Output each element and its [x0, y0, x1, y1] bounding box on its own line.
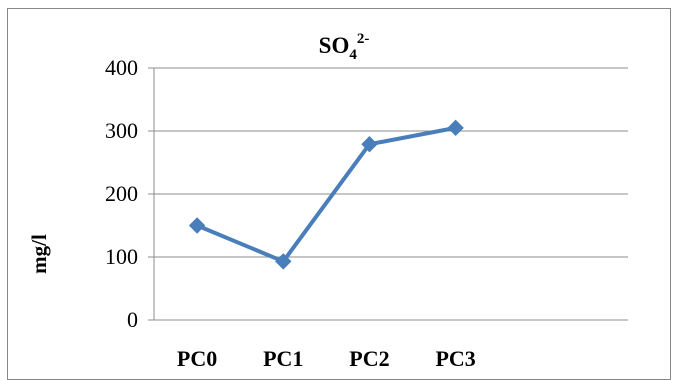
data-point-pc0	[188, 217, 206, 234]
y-tick-label-300: 300	[105, 118, 138, 143]
data-point-pc3	[447, 119, 464, 137]
data-point-pc2	[361, 136, 378, 153]
y-tick-label-400: 400	[105, 55, 138, 80]
x-tick-label-pc3: PC3	[435, 346, 475, 371]
y-axis-label: mg/l	[27, 234, 51, 274]
chart-title-main: SO	[319, 33, 350, 58]
y-tick-label-100: 100	[105, 244, 138, 269]
y-tick-labels: 0 100 200 300 400	[105, 55, 138, 332]
data-series	[188, 119, 464, 270]
x-tick-label-pc2: PC2	[349, 346, 389, 371]
series-line-0	[195, 125, 458, 264]
chart-title: SO42-	[319, 31, 370, 63]
x-tick-label-pc0: PC0	[177, 346, 217, 371]
chart-title-superscript: 2-	[357, 31, 370, 47]
chart-title-subscript: 4	[349, 47, 357, 63]
data-point-pc1	[275, 253, 292, 270]
y-tick-label-0: 0	[127, 307, 138, 332]
axes	[148, 67, 628, 321]
y-tick-label-200: 200	[105, 181, 138, 206]
x-tick-label-pc1: PC1	[263, 346, 303, 371]
gridlines	[154, 67, 628, 258]
x-tick-labels: PC0 PC1 PC2 PC3	[177, 346, 476, 371]
